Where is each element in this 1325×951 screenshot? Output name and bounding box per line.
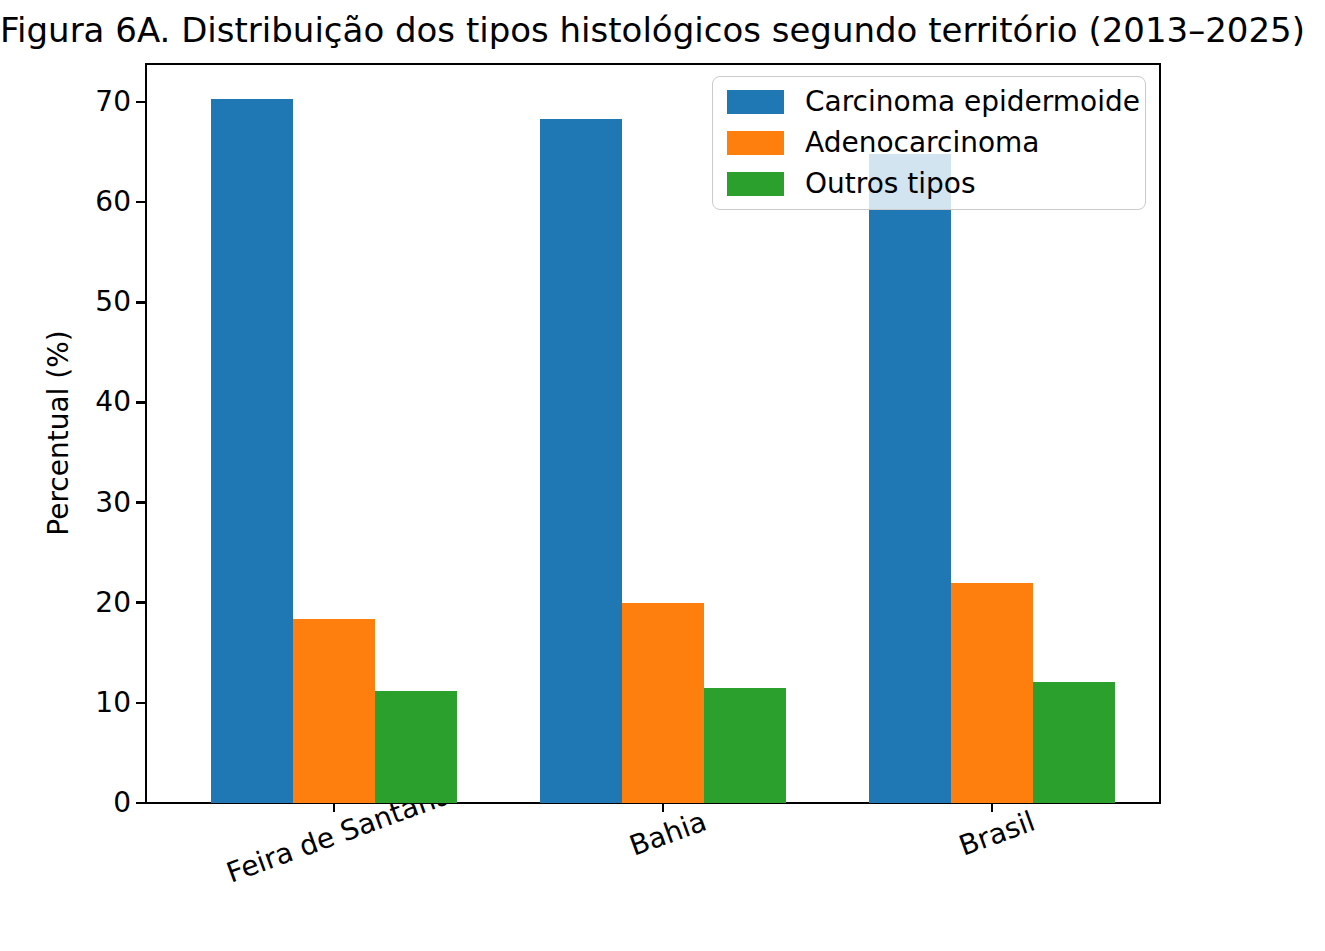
figure: Figura 6A. Distribuição dos tipos histol… — [0, 0, 1325, 951]
bar-outros-tipos-bahia — [704, 688, 786, 803]
y-tick-mark — [136, 601, 145, 604]
legend-swatch-icon — [727, 90, 784, 114]
y-tick-mark — [136, 501, 145, 504]
y-tick-label: 20 — [61, 589, 131, 617]
x-tick-mark — [991, 803, 994, 812]
legend-swatch-icon — [727, 131, 784, 155]
legend-item: Adenocarcinoma — [727, 129, 1145, 157]
x-tick-label: Bahia — [626, 806, 711, 861]
y-tick-label: 10 — [61, 689, 131, 717]
bar-adenocarcinoma-feira-de-santana — [293, 619, 375, 803]
bar-carcinoma-epidermoide-bahia — [540, 119, 622, 803]
legend-item: Outros tipos — [727, 170, 1145, 198]
y-tick-label: 70 — [61, 88, 131, 116]
bar-outros-tipos-feira-de-santana — [375, 691, 457, 803]
y-tick-mark — [136, 301, 145, 304]
x-tick-mark — [662, 803, 665, 812]
y-tick-mark — [136, 802, 145, 805]
legend-swatch-icon — [727, 172, 784, 196]
y-tick-mark — [136, 101, 145, 104]
y-tick-label: 50 — [61, 288, 131, 316]
bar-adenocarcinoma-bahia — [622, 603, 704, 803]
legend: Carcinoma epidermoide Adenocarcinoma Out… — [712, 76, 1146, 210]
bar-outros-tipos-brasil — [1033, 682, 1115, 803]
y-tick-label: 0 — [61, 789, 131, 817]
bar-carcinoma-epidermoide-brasil — [869, 154, 951, 803]
y-tick-label: 30 — [61, 489, 131, 517]
bar-adenocarcinoma-brasil — [951, 583, 1033, 803]
chart-title: Figura 6A. Distribuição dos tipos histol… — [145, 10, 1160, 50]
bar-carcinoma-epidermoide-feira-de-santana — [211, 99, 293, 803]
y-tick-mark — [136, 401, 145, 404]
y-tick-label: 40 — [61, 388, 131, 416]
y-tick-label: 60 — [61, 188, 131, 216]
legend-label: Carcinoma epidermoide — [805, 88, 1140, 116]
x-tick-mark — [333, 803, 336, 812]
legend-item: Carcinoma epidermoide — [727, 88, 1145, 116]
y-tick-mark — [136, 201, 145, 204]
legend-label: Adenocarcinoma — [805, 129, 1039, 157]
y-tick-mark — [136, 702, 145, 705]
legend-label: Outros tipos — [805, 170, 976, 198]
x-tick-label: Brasil — [955, 807, 1039, 862]
